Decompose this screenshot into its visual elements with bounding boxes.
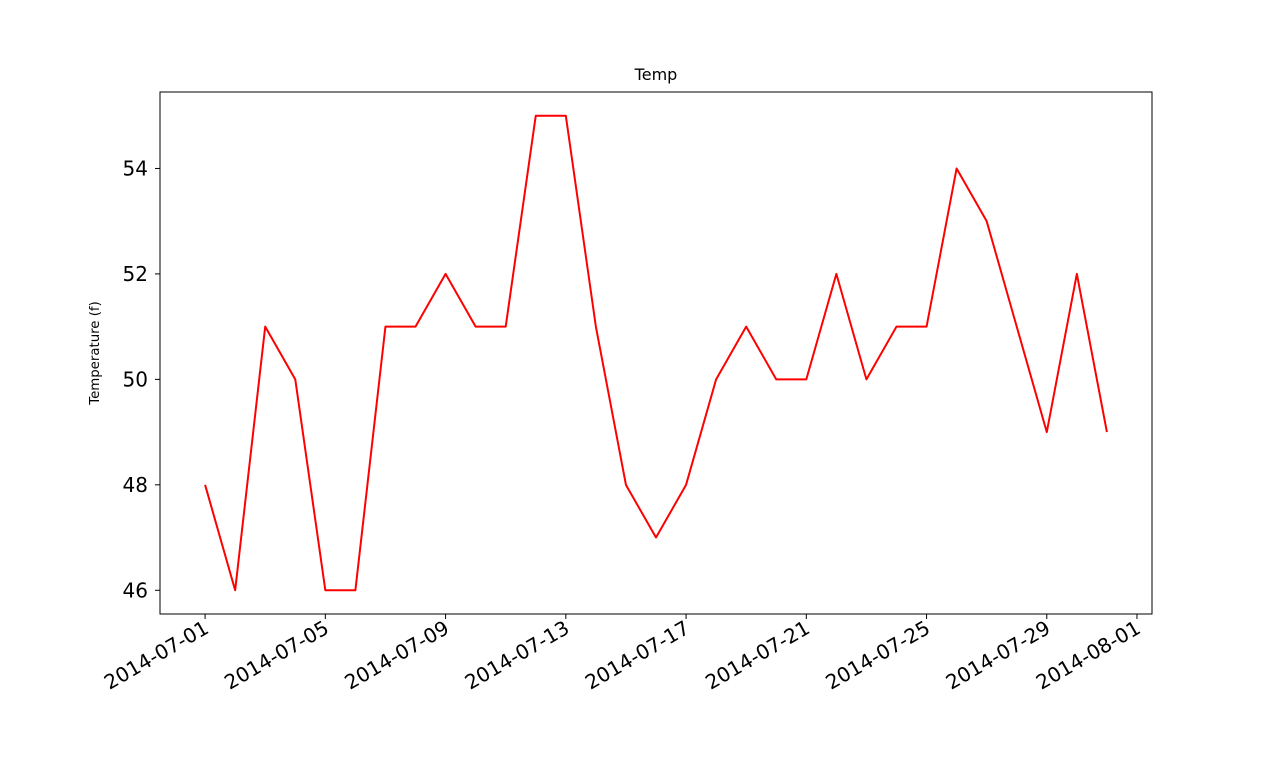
y-tick-label: 50 bbox=[123, 367, 148, 391]
x-tick-label: 2014-07-25 bbox=[821, 616, 934, 695]
plot-frame bbox=[159, 91, 1153, 615]
y-axis: 46 48 50 52 54 bbox=[123, 156, 160, 602]
y-tick-label: 52 bbox=[123, 262, 148, 286]
x-tick-label: 2014-07-05 bbox=[220, 616, 333, 695]
x-tick-label: 2014-07-01 bbox=[100, 616, 213, 695]
y-tick-label: 48 bbox=[123, 473, 148, 497]
x-tick-label: 2014-07-17 bbox=[581, 616, 694, 695]
series-line-0 bbox=[204, 114, 1108, 592]
x-axis: 2014-07-01 2014-07-05 2014-07-09 2014-07-13… bbox=[100, 614, 1144, 695]
y-axis-label: Temperature (f) bbox=[88, 301, 103, 406]
y-tick-label: 46 bbox=[123, 578, 148, 602]
y-tick-label: 54 bbox=[123, 156, 148, 180]
plot-area bbox=[204, 114, 1108, 592]
x-tick-label: 2014-07-13 bbox=[461, 616, 574, 695]
x-tick-label: 2014-07-09 bbox=[340, 616, 453, 695]
x-tick-label: 2014-07-21 bbox=[701, 616, 814, 695]
chart-title: Temp bbox=[634, 65, 678, 84]
